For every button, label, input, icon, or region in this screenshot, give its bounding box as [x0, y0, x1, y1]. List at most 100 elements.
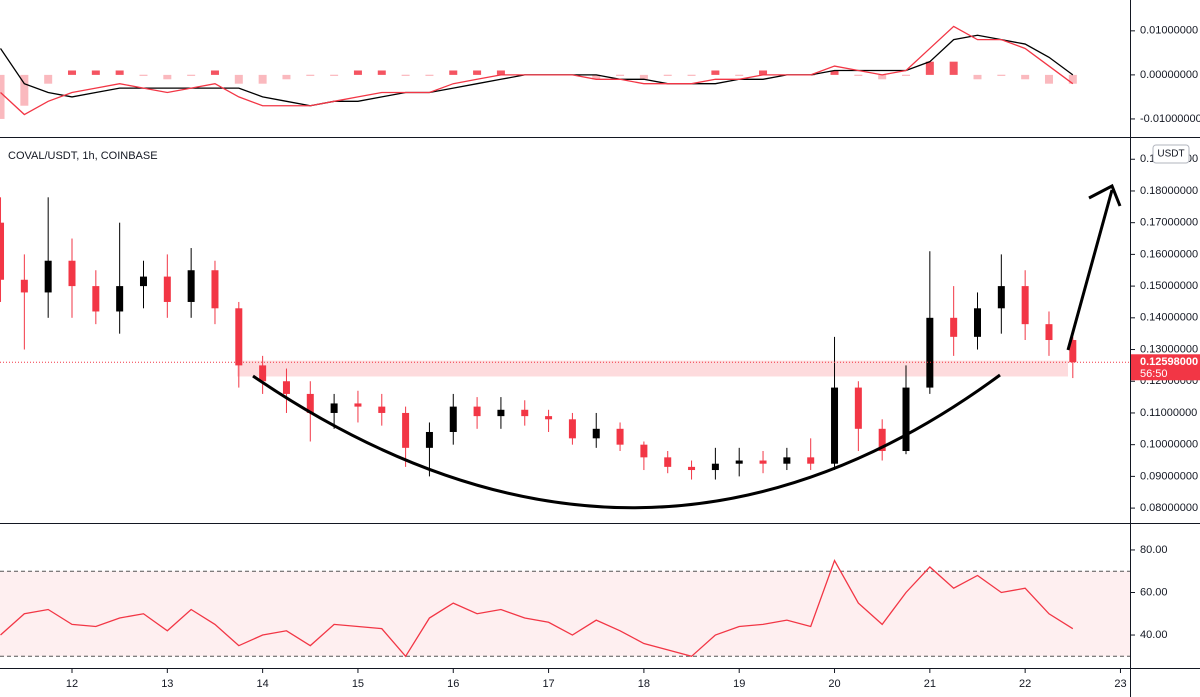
candle-body [259, 365, 267, 382]
last-price-tag [1131, 354, 1200, 381]
candle-body [330, 403, 338, 413]
histogram-bar [91, 70, 100, 75]
x-tick-label: 12 [66, 678, 78, 690]
histogram-bar [163, 74, 172, 80]
countdown: 56:50 [1140, 368, 1168, 380]
candle-body [282, 381, 290, 394]
candle-body [139, 276, 147, 287]
histogram-bar [449, 70, 458, 75]
x-tick-label: 17 [542, 678, 554, 690]
last-price-label: 0.12598000 [1140, 356, 1198, 368]
x-tick-label: 22 [1019, 678, 1031, 690]
candle-body [902, 387, 910, 452]
histogram-bar [592, 74, 601, 80]
x-tick-label: 23 [1114, 678, 1126, 690]
candle-body [926, 317, 934, 388]
histogram-bar [663, 74, 672, 76]
signal-line [0, 34, 1074, 107]
candle-body [735, 460, 743, 464]
x-tick-label: 15 [352, 678, 364, 690]
y-tick-label: 0.09000000 [1140, 470, 1198, 482]
candle-body [163, 276, 171, 302]
candle-body [521, 409, 529, 417]
candle-body [1045, 324, 1053, 341]
candle-body [449, 406, 457, 432]
candle-body [831, 387, 839, 464]
x-tick-label: 18 [638, 678, 650, 690]
histogram-bar [687, 74, 696, 76]
histogram-bar [1068, 74, 1077, 84]
histogram-bar [258, 74, 267, 84]
candle-body [306, 393, 314, 413]
histogram-bar [0, 74, 5, 119]
candle-body [116, 286, 124, 312]
histogram-bar [759, 70, 768, 75]
y-tick-label: 0.18000000 [1140, 185, 1198, 197]
candle-body [20, 279, 28, 293]
histogram-bar [735, 74, 744, 76]
currency-badge [1152, 144, 1190, 164]
candle-body [878, 428, 886, 452]
histogram-bar [1044, 74, 1053, 84]
histogram-bar [353, 70, 362, 75]
annotations [252, 183, 1122, 510]
rsi-band-fill [0, 571, 1130, 657]
y-tick-label: 0.00000000 [1140, 69, 1198, 81]
candle-body [759, 460, 767, 464]
histogram-bar [425, 74, 434, 76]
histogram-bar [830, 70, 839, 75]
candle-body [425, 431, 433, 448]
y-tick-label: 40.00 [1140, 629, 1168, 641]
y-tick-label: 0.10000000 [1140, 439, 1198, 451]
histogram-bar [139, 74, 148, 76]
candle-body [997, 286, 1005, 309]
histogram-bar [997, 74, 1006, 76]
histogram-bar [878, 74, 887, 80]
histogram-bar [925, 61, 934, 75]
x-tick-label: 14 [257, 678, 269, 690]
cup-curve [252, 373, 1001, 510]
arrow-head [1088, 183, 1122, 207]
candle-body [497, 409, 505, 417]
x-tick-label: 21 [924, 678, 936, 690]
histogram-bar [187, 74, 196, 76]
candle-body [973, 308, 981, 337]
histogram-bar [639, 74, 648, 80]
y-tick-label: 0.14000000 [1140, 312, 1198, 324]
y-tick-label: 0.11000000 [1140, 407, 1197, 419]
histogram-bar [210, 70, 219, 75]
candle-body [592, 428, 600, 439]
y-tick-label: 80.00 [1140, 544, 1168, 556]
candle-body [616, 428, 624, 445]
y-tick-label: 0.08000000 [1140, 502, 1198, 514]
candle-body [378, 406, 386, 413]
candle-body [807, 457, 815, 464]
candle-body [568, 419, 576, 439]
candle-body [664, 457, 672, 467]
histogram-bar [902, 74, 911, 76]
candle-body [211, 270, 219, 309]
histogram-bar [473, 70, 482, 75]
candle-body [950, 317, 958, 337]
candle-body [783, 457, 791, 464]
candle-body [402, 412, 410, 448]
histogram-bar [854, 74, 863, 76]
candle-body [92, 286, 100, 312]
candle-body [187, 270, 195, 302]
x-tick-label: 13 [161, 678, 173, 690]
candle-body [354, 403, 362, 407]
y-tick-label: 0.17000000 [1140, 217, 1198, 229]
y-tick-label: 0.13000000 [1140, 343, 1198, 355]
histogram-bar [973, 74, 982, 80]
y-tick-label: -0.01000000 [1140, 113, 1200, 125]
currency-label: USDT [1157, 149, 1184, 160]
candle-body [1021, 286, 1029, 325]
histogram-bar [282, 74, 291, 80]
histogram-bar [377, 70, 386, 75]
symbol-title: COVAL/USDT, 1h, COINBASE [8, 150, 158, 162]
y-tick-label: 0.16000000 [1140, 248, 1198, 260]
x-tick-label: 20 [828, 678, 840, 690]
candle-body [44, 260, 52, 293]
